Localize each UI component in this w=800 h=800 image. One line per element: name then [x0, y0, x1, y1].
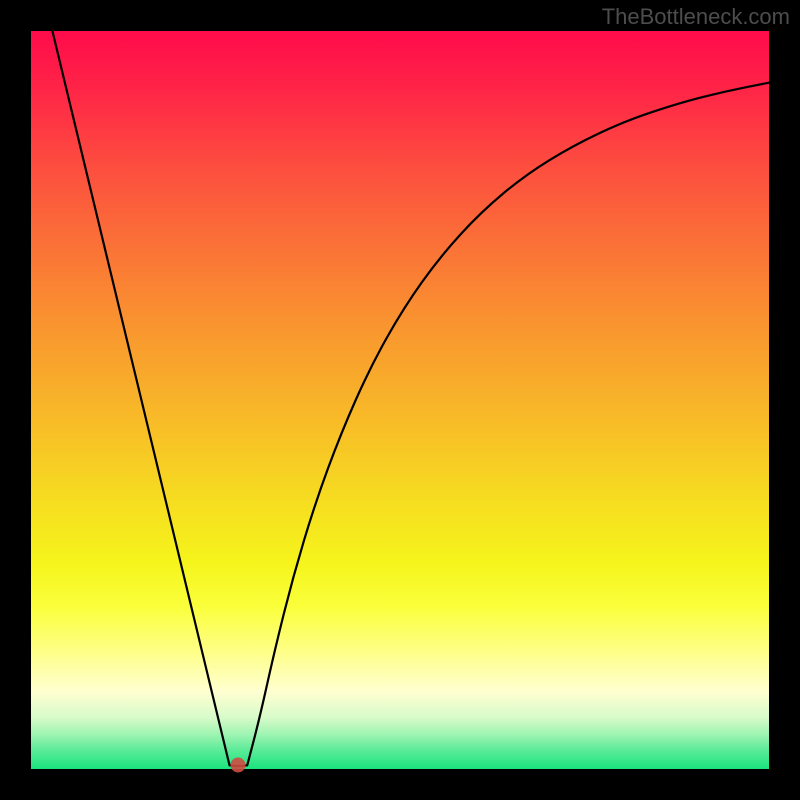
optimum-marker [230, 758, 245, 773]
plot-area [31, 31, 769, 769]
bottleneck-curve [31, 31, 769, 769]
curve-path [52, 31, 769, 766]
stage: TheBottleneck.com [0, 0, 800, 800]
watermark-text: TheBottleneck.com [602, 4, 790, 30]
